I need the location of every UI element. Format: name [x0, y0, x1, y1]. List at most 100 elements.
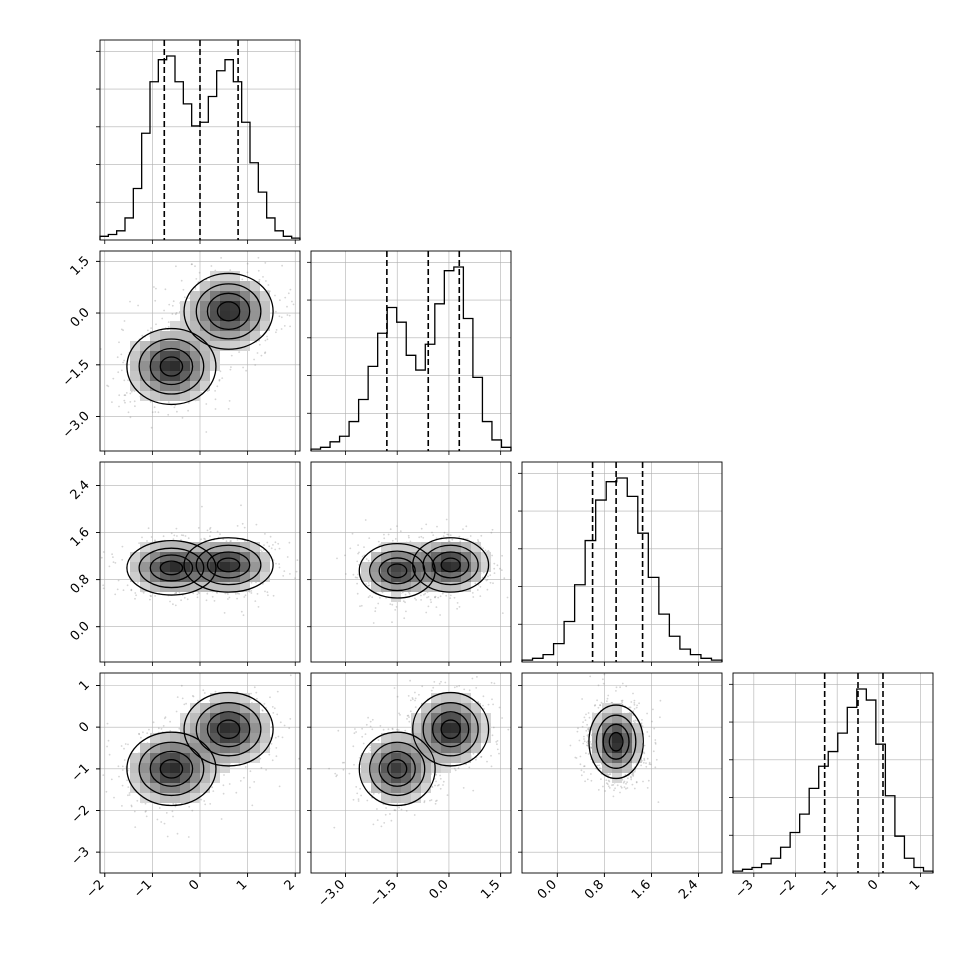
- scatter-point: [182, 534, 185, 537]
- scatter-point: [414, 697, 417, 700]
- scatter-point: [240, 504, 242, 507]
- density-cell: [200, 351, 210, 361]
- scatter-point: [264, 533, 266, 535]
- density-cell: [220, 693, 230, 703]
- scatter-point: [191, 695, 194, 697]
- scatter-point: [253, 781, 256, 783]
- scatter-point: [168, 303, 171, 306]
- density-cell: [220, 753, 230, 763]
- scatter-point: [204, 538, 207, 540]
- scatter-point: [117, 765, 120, 768]
- scatter-point: [445, 518, 448, 521]
- scatter-point: [368, 791, 371, 793]
- scatter-point: [154, 595, 157, 597]
- scatter-point: [439, 774, 441, 777]
- contour-lines: [126, 537, 274, 596]
- density-cell: [190, 341, 200, 351]
- scatter-point: [129, 392, 132, 395]
- scatter-point: [424, 592, 427, 595]
- scatter-point: [254, 600, 257, 602]
- scatter-point: [102, 774, 105, 776]
- density-cell: [180, 341, 190, 351]
- scatter-point: [171, 810, 174, 813]
- scatter-point: [493, 567, 496, 570]
- density-cell: [160, 542, 170, 552]
- scatter-point: [272, 594, 275, 597]
- scatter-point: [264, 352, 266, 355]
- density-cell: [230, 693, 240, 703]
- density-cell: [250, 562, 260, 572]
- histogram-frame: [521, 461, 723, 663]
- density-cell: [250, 542, 260, 552]
- scatter-point: [112, 377, 115, 380]
- scatter-point: [405, 610, 407, 613]
- scatter-point: [134, 405, 136, 408]
- scatter-point: [272, 544, 274, 546]
- scatter-point: [214, 398, 217, 401]
- scatter-point: [150, 327, 153, 329]
- scatter-point: [155, 323, 157, 326]
- scatter-point: [289, 718, 292, 720]
- density-cell: [170, 572, 180, 582]
- density-cell: [160, 733, 170, 743]
- density-cell: [160, 562, 170, 572]
- density-cell: [190, 552, 200, 562]
- density-cell: [220, 542, 230, 552]
- scatter-point: [355, 786, 358, 788]
- contour-line: [159, 356, 184, 377]
- scatter-point: [154, 411, 157, 413]
- density-cell: [260, 562, 270, 572]
- scatter-point: [414, 597, 416, 600]
- scatter-point: [117, 579, 120, 582]
- scatter-point: [357, 800, 360, 802]
- scatter-point: [404, 593, 407, 596]
- scatter-point: [444, 681, 447, 684]
- scatter-point: [366, 799, 369, 802]
- scatter-point: [399, 714, 401, 716]
- scatter-point: [361, 735, 364, 738]
- density-cell: [240, 331, 250, 341]
- scatter-point: [493, 562, 496, 565]
- density-cell: [240, 321, 250, 331]
- scatter-point: [275, 310, 277, 313]
- density-cell: [230, 311, 240, 321]
- density-cell: [150, 361, 160, 371]
- scatter-point: [258, 343, 261, 346]
- scatter-point: [422, 536, 425, 539]
- scatter-point: [145, 810, 147, 812]
- scatter-point: [127, 786, 130, 788]
- scatter-point: [379, 725, 382, 727]
- scatter-point: [403, 617, 406, 620]
- density-cell: [160, 552, 170, 562]
- density-cell: [140, 341, 150, 351]
- scatter-point: [205, 403, 208, 405]
- scatter-point: [160, 821, 163, 823]
- histogram-step: [732, 688, 934, 873]
- scatter-point: [185, 702, 188, 705]
- density-cell: [250, 703, 260, 713]
- scatter-point: [471, 592, 474, 594]
- density-cell: [170, 783, 180, 793]
- density-cell: [190, 391, 200, 401]
- scatter-point: [147, 329, 149, 332]
- density-cell: [220, 271, 230, 281]
- scatter-point: [118, 775, 120, 778]
- scatter-point: [250, 590, 253, 592]
- scatter-point: [175, 312, 178, 314]
- scatter-point: [216, 530, 219, 533]
- scatter-point: [263, 703, 266, 705]
- scatter-point: [421, 685, 424, 688]
- scatter-point: [225, 540, 228, 543]
- scatter-point: [507, 728, 510, 731]
- scatter-point: [435, 780, 437, 783]
- scatter-point: [369, 595, 371, 597]
- density-cell: [200, 783, 210, 793]
- scatter-point: [209, 530, 212, 533]
- scatter-point: [489, 574, 492, 577]
- scatter-point: [154, 539, 156, 542]
- scatter-point: [432, 534, 435, 536]
- scatter-point: [269, 696, 271, 699]
- scatter-point: [389, 528, 392, 531]
- scatter-point: [442, 784, 444, 786]
- density-cell: [140, 562, 150, 572]
